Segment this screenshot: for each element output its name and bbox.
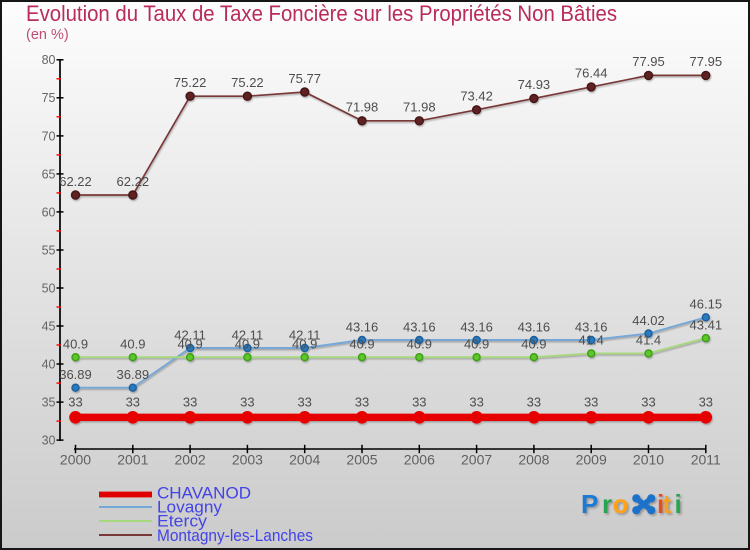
svg-text:2003: 2003 bbox=[232, 452, 263, 468]
svg-text:70: 70 bbox=[42, 129, 56, 143]
svg-text:40.9: 40.9 bbox=[464, 337, 489, 352]
svg-text:P: P bbox=[581, 489, 598, 519]
svg-text:40.9: 40.9 bbox=[63, 337, 88, 352]
svg-text:46.15: 46.15 bbox=[690, 297, 723, 312]
svg-text:43.41: 43.41 bbox=[690, 317, 723, 332]
svg-text:75: 75 bbox=[42, 91, 56, 105]
svg-text:74.93: 74.93 bbox=[518, 77, 551, 92]
svg-text:33: 33 bbox=[126, 395, 140, 410]
svg-text:40.9: 40.9 bbox=[177, 337, 202, 352]
svg-text:2007: 2007 bbox=[461, 452, 492, 468]
svg-text:75.22: 75.22 bbox=[231, 75, 264, 90]
svg-text:33: 33 bbox=[469, 395, 483, 410]
svg-text:80: 80 bbox=[42, 53, 56, 67]
svg-text:2008: 2008 bbox=[518, 452, 549, 468]
svg-text:40.9: 40.9 bbox=[349, 337, 374, 352]
svg-text:2004: 2004 bbox=[289, 452, 320, 468]
svg-text:71.98: 71.98 bbox=[346, 100, 379, 115]
svg-text:44.02: 44.02 bbox=[632, 313, 665, 328]
svg-text:43.16: 43.16 bbox=[346, 319, 379, 334]
svg-text:36.89: 36.89 bbox=[117, 367, 150, 382]
svg-text:71.98: 71.98 bbox=[403, 100, 436, 115]
svg-text:76.44: 76.44 bbox=[575, 66, 608, 81]
svg-text:43.16: 43.16 bbox=[518, 319, 551, 334]
svg-text:43.16: 43.16 bbox=[403, 319, 436, 334]
svg-text:35: 35 bbox=[42, 396, 56, 410]
svg-text:75.22: 75.22 bbox=[174, 75, 207, 90]
svg-text:41.4: 41.4 bbox=[579, 333, 604, 348]
svg-text:2002: 2002 bbox=[175, 452, 206, 468]
svg-text:33: 33 bbox=[527, 395, 541, 410]
svg-text:i: i bbox=[657, 489, 664, 519]
svg-text:77.95: 77.95 bbox=[632, 54, 665, 69]
svg-text:40.9: 40.9 bbox=[407, 337, 432, 352]
svg-text:43.16: 43.16 bbox=[460, 319, 493, 334]
svg-text:40.9: 40.9 bbox=[521, 337, 546, 352]
svg-text:33: 33 bbox=[183, 395, 197, 410]
svg-text:33: 33 bbox=[297, 395, 311, 410]
svg-text:40.9: 40.9 bbox=[235, 337, 260, 352]
svg-text:33: 33 bbox=[641, 395, 655, 410]
svg-text:CHAVANOD: CHAVANOD bbox=[157, 484, 251, 502]
svg-text:Lovagny: Lovagny bbox=[157, 499, 223, 517]
svg-text:75.77: 75.77 bbox=[288, 71, 321, 86]
svg-text:Evolution du Taux de Taxe Fonc: Evolution du Taux de Taxe Foncière sur l… bbox=[26, 1, 617, 26]
svg-text:45: 45 bbox=[42, 319, 56, 333]
svg-text:43.16: 43.16 bbox=[575, 319, 608, 334]
svg-text:40: 40 bbox=[42, 357, 56, 371]
svg-text:42.11: 42.11 bbox=[289, 327, 321, 342]
svg-text:36.89: 36.89 bbox=[59, 367, 92, 382]
svg-text:t: t bbox=[663, 489, 672, 519]
svg-text:65: 65 bbox=[42, 167, 56, 181]
svg-text:i: i bbox=[675, 489, 682, 519]
svg-text:2006: 2006 bbox=[404, 452, 435, 468]
svg-text:Montagny-les-Lanches: Montagny-les-Lanches bbox=[157, 527, 313, 545]
svg-text:30: 30 bbox=[42, 434, 56, 448]
svg-text:2011: 2011 bbox=[691, 452, 721, 468]
svg-text:42.11: 42.11 bbox=[232, 327, 264, 342]
svg-text:77.95: 77.95 bbox=[690, 54, 723, 69]
svg-text:60: 60 bbox=[42, 205, 56, 219]
svg-text:33: 33 bbox=[584, 395, 598, 410]
svg-text:73.42: 73.42 bbox=[460, 89, 493, 104]
svg-text:33: 33 bbox=[412, 395, 426, 410]
svg-text:2000: 2000 bbox=[60, 452, 91, 468]
svg-text:33: 33 bbox=[68, 395, 82, 410]
svg-text:41.4: 41.4 bbox=[636, 333, 661, 348]
svg-text:(en %): (en %) bbox=[26, 27, 69, 43]
svg-text:62.22: 62.22 bbox=[59, 174, 92, 189]
svg-text:2009: 2009 bbox=[576, 452, 607, 468]
svg-text:40.9: 40.9 bbox=[120, 337, 145, 352]
svg-text:o: o bbox=[613, 489, 629, 519]
svg-text:33: 33 bbox=[355, 395, 369, 410]
svg-text:62.22: 62.22 bbox=[117, 174, 150, 189]
svg-text:2005: 2005 bbox=[346, 452, 377, 468]
svg-text:r: r bbox=[602, 489, 612, 519]
svg-text:33: 33 bbox=[699, 395, 713, 410]
svg-text:50: 50 bbox=[42, 281, 56, 295]
svg-text:55: 55 bbox=[42, 243, 56, 257]
svg-text:2001: 2001 bbox=[117, 452, 148, 468]
svg-text:Etercy: Etercy bbox=[157, 513, 208, 531]
svg-text:33: 33 bbox=[240, 395, 254, 410]
svg-text:40.9: 40.9 bbox=[292, 337, 317, 352]
svg-text:42.11: 42.11 bbox=[174, 327, 206, 342]
svg-text:2010: 2010 bbox=[633, 452, 664, 468]
